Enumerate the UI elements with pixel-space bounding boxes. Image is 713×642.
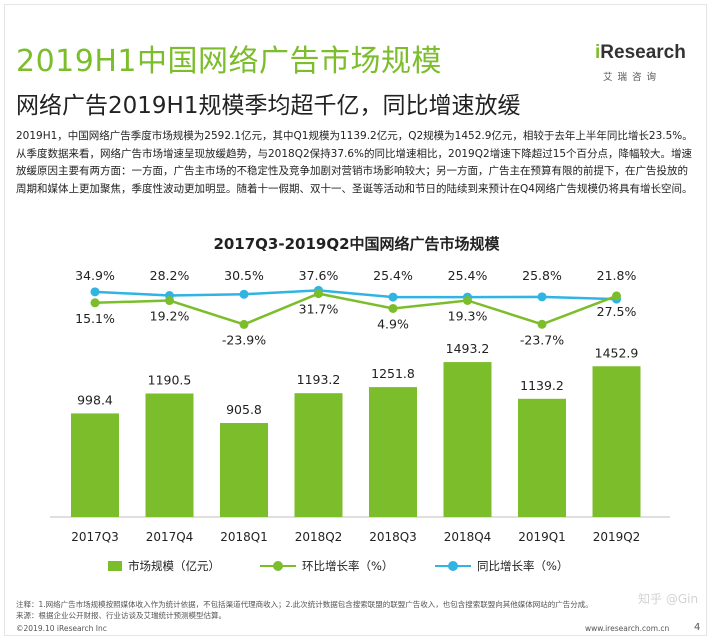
x-tick-2017Q3: 2017Q3 [71,530,119,544]
legend-swatch-bar [108,561,122,571]
qoq-point-2018Q2 [314,289,323,299]
page-number: 4 [694,622,701,633]
bar-label-2017Q4: 1190.5 [148,372,192,387]
bar-label-2018Q3: 1251.8 [371,366,415,381]
bar-label-2017Q3: 998.4 [77,392,113,407]
yoy-point-2018Q1 [239,289,249,299]
chart-legend: 市场规模（亿元） 环比增长率（%） 同比增长率（%） [55,556,675,576]
qoq-point-2019Q2 [612,291,621,301]
intro-paragraph: 2019H1，中国网络广告季度市场规模为2592.1亿元，其中Q1规模为1139… [16,130,693,195]
bar-label-2018Q1: 905.8 [226,402,262,417]
bar-2018Q1 [220,423,268,517]
legend-item-qoq: 环比增长率（%） [260,556,393,576]
footnote: 注释：1.网络广告市场规模按照媒体收入作为统计依据，不包括渠道代理商收入；2.此… [16,599,656,621]
bar-2019Q1 [518,398,566,517]
bar-label-2018Q4: 1493.2 [446,341,490,356]
legend-item-market-size: 市场规模（亿元） [108,556,220,576]
qoq-label-2018Q3: 4.9% [377,316,409,331]
x-tick-2018Q2: 2018Q2 [295,530,343,544]
footnote-note: 注释：1.网络广告市场规模按照媒体收入作为统计依据，不包括渠道代理商收入；2.此… [16,600,593,609]
qoq-point-2018Q1 [239,319,249,329]
qoq-label-2019Q1: -23.7% [520,332,564,347]
legend-swatch-qoq [260,560,296,572]
slide-frame [4,4,707,636]
x-tick-2018Q4: 2018Q4 [444,530,492,544]
qoq-point-2018Q3 [388,303,398,313]
yoy-label-2017Q3: 34.9% [75,268,115,283]
iresearch-logo: iResearch 艾瑞咨询 [583,42,686,83]
qoq-point-2017Q4 [165,296,174,306]
page-subtitle: 网络广告2019H1规模季均超千亿，同比增速放缓 [16,93,521,119]
brand-name: iResearch [595,42,686,64]
x-tick-2017Q4: 2017Q4 [146,530,194,544]
bar-label-2019Q2: 1452.9 [595,345,639,360]
qoq-label-2017Q4: 19.2% [150,309,190,324]
qoq-point-2018Q4 [463,295,472,305]
legend-label-market-size: 市场规模（亿元） [128,559,220,573]
brand-name-i: i [595,42,601,63]
brand-name-rest: Research [600,42,686,63]
x-tick-2019Q2: 2019Q2 [593,530,641,544]
footnote-source: 来源：根据企业公开财报、行业访谈及艾瑞统计预测模型估算。 [16,611,226,620]
watermark: 知乎 @Gin [638,592,699,606]
yoy-label-2018Q2: 37.6% [299,268,339,283]
yoy-point-2017Q3 [90,287,100,297]
qoq-label-2018Q4: 19.3% [448,308,488,323]
brand-subtitle: 艾瑞咨询 [603,72,662,83]
x-tick-2019Q1: 2019Q1 [518,530,566,544]
yoy-label-2018Q1: 30.5% [224,268,264,283]
legend-swatch-yoy [435,560,471,572]
bar-2018Q3 [369,387,417,517]
bar-2019Q2 [592,366,641,517]
qoq-label-2018Q1: -23.9% [222,332,266,347]
x-tick-2018Q3: 2018Q3 [369,530,417,544]
bar-label-2018Q2: 1193.2 [297,372,341,387]
bar-2018Q4 [443,362,492,517]
bar-2017Q4 [145,393,194,517]
page-title: 2019H1中国网络广告市场规模 [16,44,442,79]
yoy-point-2018Q3 [388,292,398,302]
legend-item-yoy: 同比增长率（%） [435,556,568,576]
chart-title: 2017Q3-2019Q2中国网络广告市场规模 [213,235,500,253]
yoy-label-2018Q3: 25.4% [373,268,413,283]
copyright: ©2019.10 iResearch Inc [16,624,107,633]
legend-label-yoy: 同比增长率（%） [477,559,569,573]
qoq-line [94,292,617,326]
yoy-point-2019Q1 [537,292,547,302]
legend-label-qoq: 环比增长率（%） [302,559,394,573]
yoy-label-2019Q2: 21.8% [597,268,637,283]
qoq-label-2017Q3: 15.1% [75,311,115,326]
yoy-label-2019Q1: 25.8% [522,268,562,283]
qoq-label-2018Q2: 31.7% [299,302,339,317]
bar-label-2019Q1: 1139.2 [520,378,564,393]
website-url: www.iresearch.com.cn [585,624,670,633]
bar-2018Q2 [294,393,343,517]
qoq-label-2019Q2: 27.5% [597,304,637,319]
yoy-label-2017Q4: 28.2% [150,268,190,283]
bar-2017Q3 [71,413,119,517]
qoq-point-2019Q1 [537,319,547,329]
qoq-point-2017Q3 [90,298,100,308]
x-tick-2018Q1: 2018Q1 [220,530,268,544]
yoy-label-2018Q4: 25.4% [448,268,488,283]
yoy-line [94,289,617,301]
